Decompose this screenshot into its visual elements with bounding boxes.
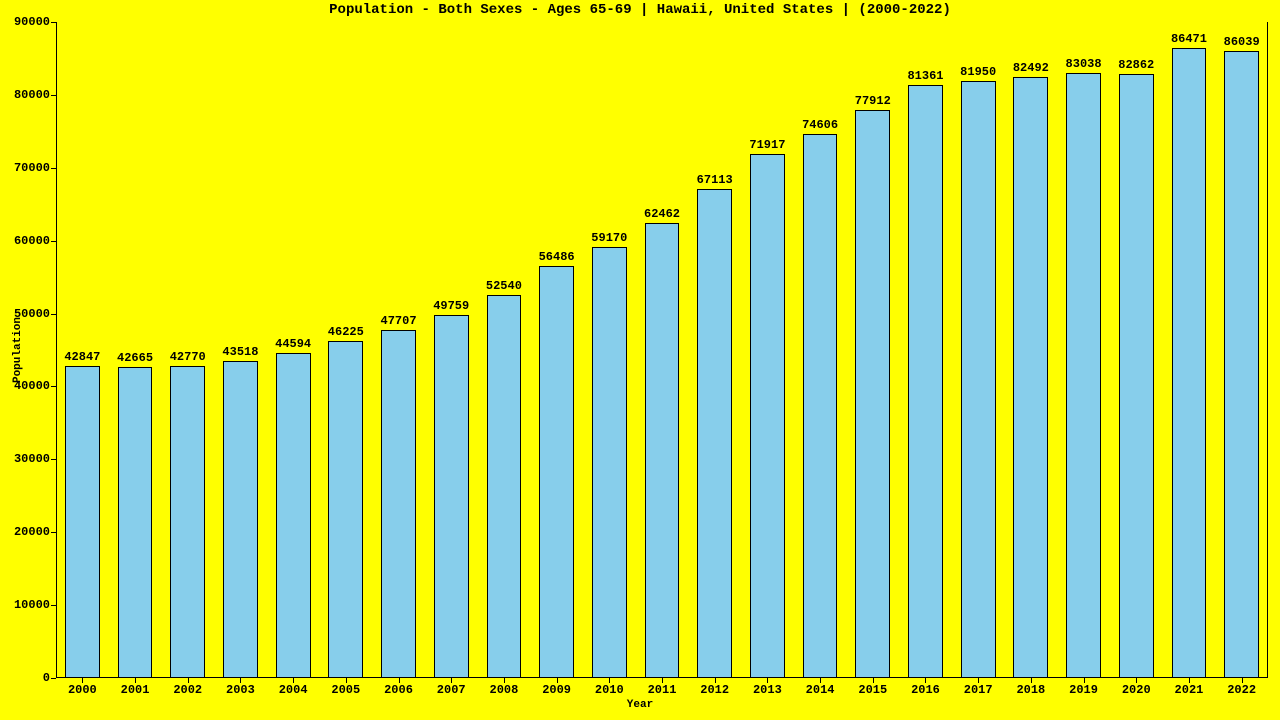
bar xyxy=(487,295,522,678)
bar-value-label: 82492 xyxy=(1013,61,1049,75)
bar xyxy=(1172,48,1207,678)
x-tick-label: 2006 xyxy=(384,683,413,697)
bar xyxy=(434,315,469,678)
bar-value-label: 83038 xyxy=(1066,57,1102,71)
bar xyxy=(1224,51,1259,678)
bar-value-label: 59170 xyxy=(591,231,627,245)
x-tick-label: 2000 xyxy=(68,683,97,697)
y-tick-label: 40000 xyxy=(14,379,50,393)
bar-value-label: 67113 xyxy=(697,173,733,187)
x-tick-label: 2015 xyxy=(858,683,887,697)
bar-value-label: 42847 xyxy=(64,350,100,364)
x-tick-label: 2021 xyxy=(1175,683,1204,697)
y-tick-label: 10000 xyxy=(14,598,50,612)
bar xyxy=(223,361,258,678)
bar xyxy=(645,223,680,678)
bar-value-label: 81950 xyxy=(960,65,996,79)
y-tick-label: 20000 xyxy=(14,525,50,539)
y-tick-mark xyxy=(51,241,56,242)
x-tick-label: 2017 xyxy=(964,683,993,697)
bar xyxy=(1066,73,1101,678)
right-axis-line xyxy=(1267,22,1268,678)
bar xyxy=(855,110,890,678)
bar xyxy=(961,81,996,678)
bar-value-label: 77912 xyxy=(855,94,891,108)
y-tick-label: 60000 xyxy=(14,234,50,248)
bar xyxy=(276,353,311,678)
chart-title: Population - Both Sexes - Ages 65-69 | H… xyxy=(0,2,1280,18)
x-tick-label: 2022 xyxy=(1227,683,1256,697)
bar xyxy=(1013,77,1048,678)
y-tick-label: 50000 xyxy=(14,307,50,321)
x-tick-label: 2009 xyxy=(542,683,571,697)
bar-value-label: 49759 xyxy=(433,299,469,313)
y-tick-label: 30000 xyxy=(14,452,50,466)
x-tick-label: 2018 xyxy=(1016,683,1045,697)
bar xyxy=(118,367,153,678)
bar-value-label: 86039 xyxy=(1224,35,1260,49)
bar xyxy=(539,266,574,678)
x-tick-label: 2020 xyxy=(1122,683,1151,697)
x-tick-label: 2007 xyxy=(437,683,466,697)
bar xyxy=(328,341,363,678)
y-tick-mark xyxy=(51,459,56,460)
y-tick-mark xyxy=(51,314,56,315)
bar-value-label: 71917 xyxy=(749,138,785,152)
bar-value-label: 43518 xyxy=(222,345,258,359)
bar xyxy=(381,330,416,678)
y-axis-title: Population xyxy=(12,250,24,450)
bar xyxy=(1119,74,1154,678)
y-tick-mark xyxy=(51,22,56,23)
bar xyxy=(750,154,785,678)
x-tick-label: 2016 xyxy=(911,683,940,697)
x-axis-title: Year xyxy=(0,699,1280,711)
y-tick-mark xyxy=(51,95,56,96)
y-tick-mark xyxy=(51,678,56,679)
bar-value-label: 86471 xyxy=(1171,32,1207,46)
x-tick-label: 2019 xyxy=(1069,683,1098,697)
y-tick-mark xyxy=(51,168,56,169)
y-tick-mark xyxy=(51,605,56,606)
y-tick-label: 80000 xyxy=(14,88,50,102)
bar-value-label: 46225 xyxy=(328,325,364,339)
bar-value-label: 42665 xyxy=(117,351,153,365)
bar xyxy=(803,134,838,678)
bar-value-label: 52540 xyxy=(486,279,522,293)
bar xyxy=(170,366,205,678)
x-tick-label: 2012 xyxy=(700,683,729,697)
bar-value-label: 62462 xyxy=(644,207,680,221)
bar-value-label: 56486 xyxy=(539,250,575,264)
x-tick-label: 2014 xyxy=(806,683,835,697)
bar-value-label: 82862 xyxy=(1118,58,1154,72)
bar-value-label: 81361 xyxy=(907,69,943,83)
bar-value-label: 47707 xyxy=(381,314,417,328)
x-tick-label: 2005 xyxy=(331,683,360,697)
x-tick-label: 2004 xyxy=(279,683,308,697)
bar xyxy=(908,85,943,678)
y-axis-line xyxy=(56,22,57,678)
plot-area: 42847 42665 42770 43518 44594 46225 47707 49759… xyxy=(56,22,1268,678)
bar-chart: Population - Both Sexes - Ages 65-69 | H… xyxy=(0,0,1280,720)
bar xyxy=(65,366,100,678)
y-tick-label: 70000 xyxy=(14,161,50,175)
y-tick-mark xyxy=(51,532,56,533)
y-tick-mark xyxy=(51,386,56,387)
x-tick-label: 2010 xyxy=(595,683,624,697)
y-tick-label: 0 xyxy=(43,671,50,685)
x-tick-label: 2011 xyxy=(648,683,677,697)
y-tick-label: 90000 xyxy=(14,15,50,29)
bar-value-label: 44594 xyxy=(275,337,311,351)
bar-value-label: 74606 xyxy=(802,118,838,132)
x-tick-label: 2003 xyxy=(226,683,255,697)
x-tick-label: 2001 xyxy=(121,683,150,697)
x-tick-label: 2013 xyxy=(753,683,782,697)
bar-value-label: 42770 xyxy=(170,350,206,364)
x-tick-label: 2002 xyxy=(173,683,202,697)
x-tick-label: 2008 xyxy=(490,683,519,697)
bar xyxy=(592,247,627,678)
bar xyxy=(697,189,732,678)
